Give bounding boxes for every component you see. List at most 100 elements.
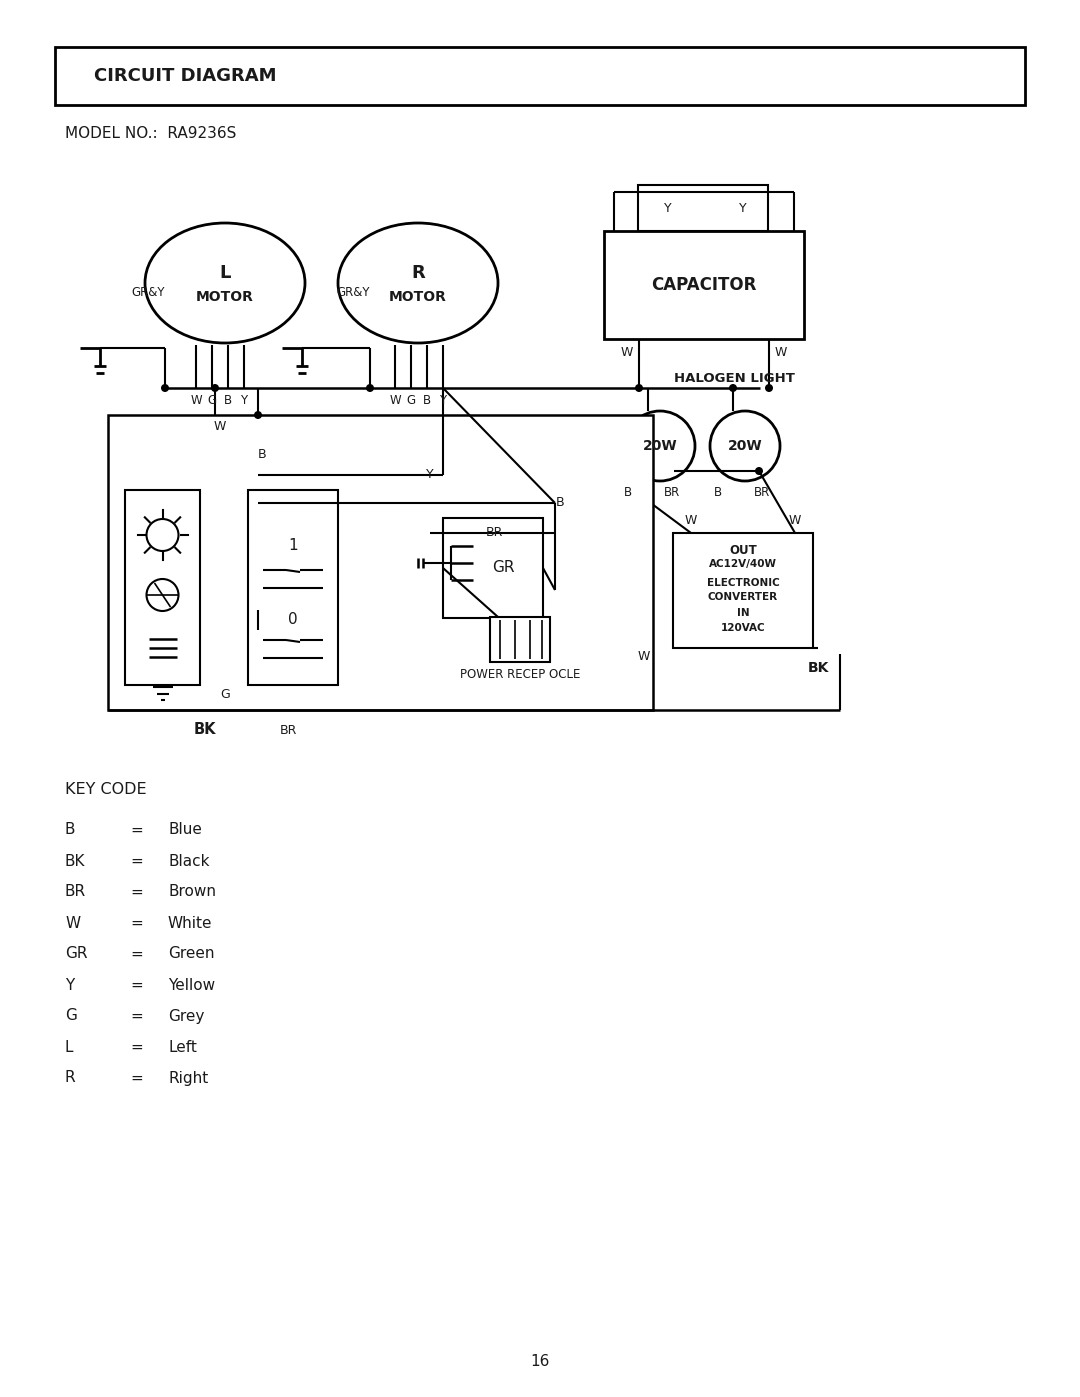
Text: B: B xyxy=(556,496,565,510)
Bar xyxy=(443,518,543,617)
Text: G: G xyxy=(406,394,416,408)
Text: L: L xyxy=(219,264,231,282)
Text: GR&Y: GR&Y xyxy=(132,285,165,299)
Text: B: B xyxy=(624,486,632,499)
Text: G: G xyxy=(220,689,230,701)
Circle shape xyxy=(147,520,178,550)
Text: B: B xyxy=(423,394,431,408)
Text: R: R xyxy=(65,1070,76,1085)
Text: BK: BK xyxy=(808,661,829,675)
Text: =: = xyxy=(130,854,143,869)
Text: Y: Y xyxy=(739,201,746,215)
Text: Y: Y xyxy=(65,978,75,992)
Text: Left: Left xyxy=(168,1039,197,1055)
Text: BR: BR xyxy=(754,486,770,499)
Text: W: W xyxy=(214,420,226,433)
Text: 16: 16 xyxy=(530,1355,550,1369)
Text: HALOGEN LIGHT: HALOGEN LIGHT xyxy=(674,372,795,384)
Text: 1: 1 xyxy=(288,538,298,552)
Circle shape xyxy=(644,497,652,504)
Text: W: W xyxy=(621,346,633,359)
Text: 120VAC: 120VAC xyxy=(720,623,766,633)
Text: 20W: 20W xyxy=(728,439,762,453)
Text: BR: BR xyxy=(65,884,86,900)
Text: Blue: Blue xyxy=(168,823,202,837)
Text: Right: Right xyxy=(168,1070,208,1085)
Text: B: B xyxy=(258,448,267,461)
Text: W: W xyxy=(190,394,202,408)
Circle shape xyxy=(161,384,168,393)
Text: MODEL NO.:  RA9236S: MODEL NO.: RA9236S xyxy=(65,127,237,141)
Text: Black: Black xyxy=(168,854,210,869)
Text: Grey: Grey xyxy=(168,1009,204,1024)
Text: ELECTRONIC: ELECTRONIC xyxy=(706,578,780,588)
Text: =: = xyxy=(130,947,143,961)
Text: W: W xyxy=(65,915,80,930)
Text: AC12V/40W: AC12V/40W xyxy=(708,559,777,569)
Text: W: W xyxy=(788,514,801,528)
Text: GR: GR xyxy=(65,947,87,961)
Bar xyxy=(638,184,768,231)
Text: CIRCUIT DIAGRAM: CIRCUIT DIAGRAM xyxy=(94,67,276,85)
Text: B: B xyxy=(65,823,76,837)
Text: 0: 0 xyxy=(288,612,298,627)
Text: =: = xyxy=(130,1039,143,1055)
Circle shape xyxy=(729,384,737,393)
Text: W: W xyxy=(638,650,650,662)
Text: Y: Y xyxy=(241,394,247,408)
Text: BK: BK xyxy=(193,722,216,738)
Text: CONVERTER: CONVERTER xyxy=(707,592,778,602)
Text: BR: BR xyxy=(485,527,502,539)
Text: G: G xyxy=(65,1009,77,1024)
Text: BR: BR xyxy=(664,486,680,499)
Text: MOTOR: MOTOR xyxy=(389,291,447,305)
Text: Y: Y xyxy=(440,394,446,408)
Text: Green: Green xyxy=(168,947,215,961)
Ellipse shape xyxy=(338,224,498,344)
Bar xyxy=(55,47,1025,105)
Text: W: W xyxy=(389,394,401,408)
Text: KEY CODE: KEY CODE xyxy=(65,782,147,798)
Text: Brown: Brown xyxy=(168,884,216,900)
Circle shape xyxy=(366,384,374,393)
Bar xyxy=(673,534,813,648)
Bar xyxy=(248,490,338,685)
Text: BK: BK xyxy=(65,854,85,869)
Text: GR: GR xyxy=(491,560,514,576)
Text: =: = xyxy=(130,823,143,837)
Text: W: W xyxy=(685,514,698,528)
Bar xyxy=(125,490,200,685)
Text: B: B xyxy=(224,394,232,408)
Bar xyxy=(490,617,550,662)
Circle shape xyxy=(254,411,262,419)
Text: =: = xyxy=(130,1070,143,1085)
Text: OUT: OUT xyxy=(729,543,757,556)
Circle shape xyxy=(765,384,773,393)
Text: POWER RECEP OCLE: POWER RECEP OCLE xyxy=(460,669,580,682)
Text: =: = xyxy=(130,884,143,900)
Text: G: G xyxy=(207,394,217,408)
Ellipse shape xyxy=(145,224,305,344)
Bar xyxy=(108,415,653,710)
Circle shape xyxy=(211,384,219,393)
Text: Y: Y xyxy=(427,468,434,482)
Text: Y: Y xyxy=(664,201,672,215)
Text: CAPACITOR: CAPACITOR xyxy=(651,277,757,293)
Text: White: White xyxy=(168,915,213,930)
Text: =: = xyxy=(130,1009,143,1024)
Text: R: R xyxy=(411,264,424,282)
Text: W: W xyxy=(774,346,787,359)
Text: MOTOR: MOTOR xyxy=(197,291,254,305)
Circle shape xyxy=(635,384,643,393)
Circle shape xyxy=(710,411,780,481)
Circle shape xyxy=(147,578,178,610)
Text: =: = xyxy=(130,915,143,930)
Circle shape xyxy=(625,411,696,481)
Text: IN: IN xyxy=(737,608,750,617)
Text: L: L xyxy=(65,1039,73,1055)
Text: 20W: 20W xyxy=(643,439,677,453)
Text: Yellow: Yellow xyxy=(168,978,215,992)
Bar xyxy=(604,231,804,339)
Circle shape xyxy=(755,467,762,475)
Text: B: B xyxy=(714,486,723,499)
